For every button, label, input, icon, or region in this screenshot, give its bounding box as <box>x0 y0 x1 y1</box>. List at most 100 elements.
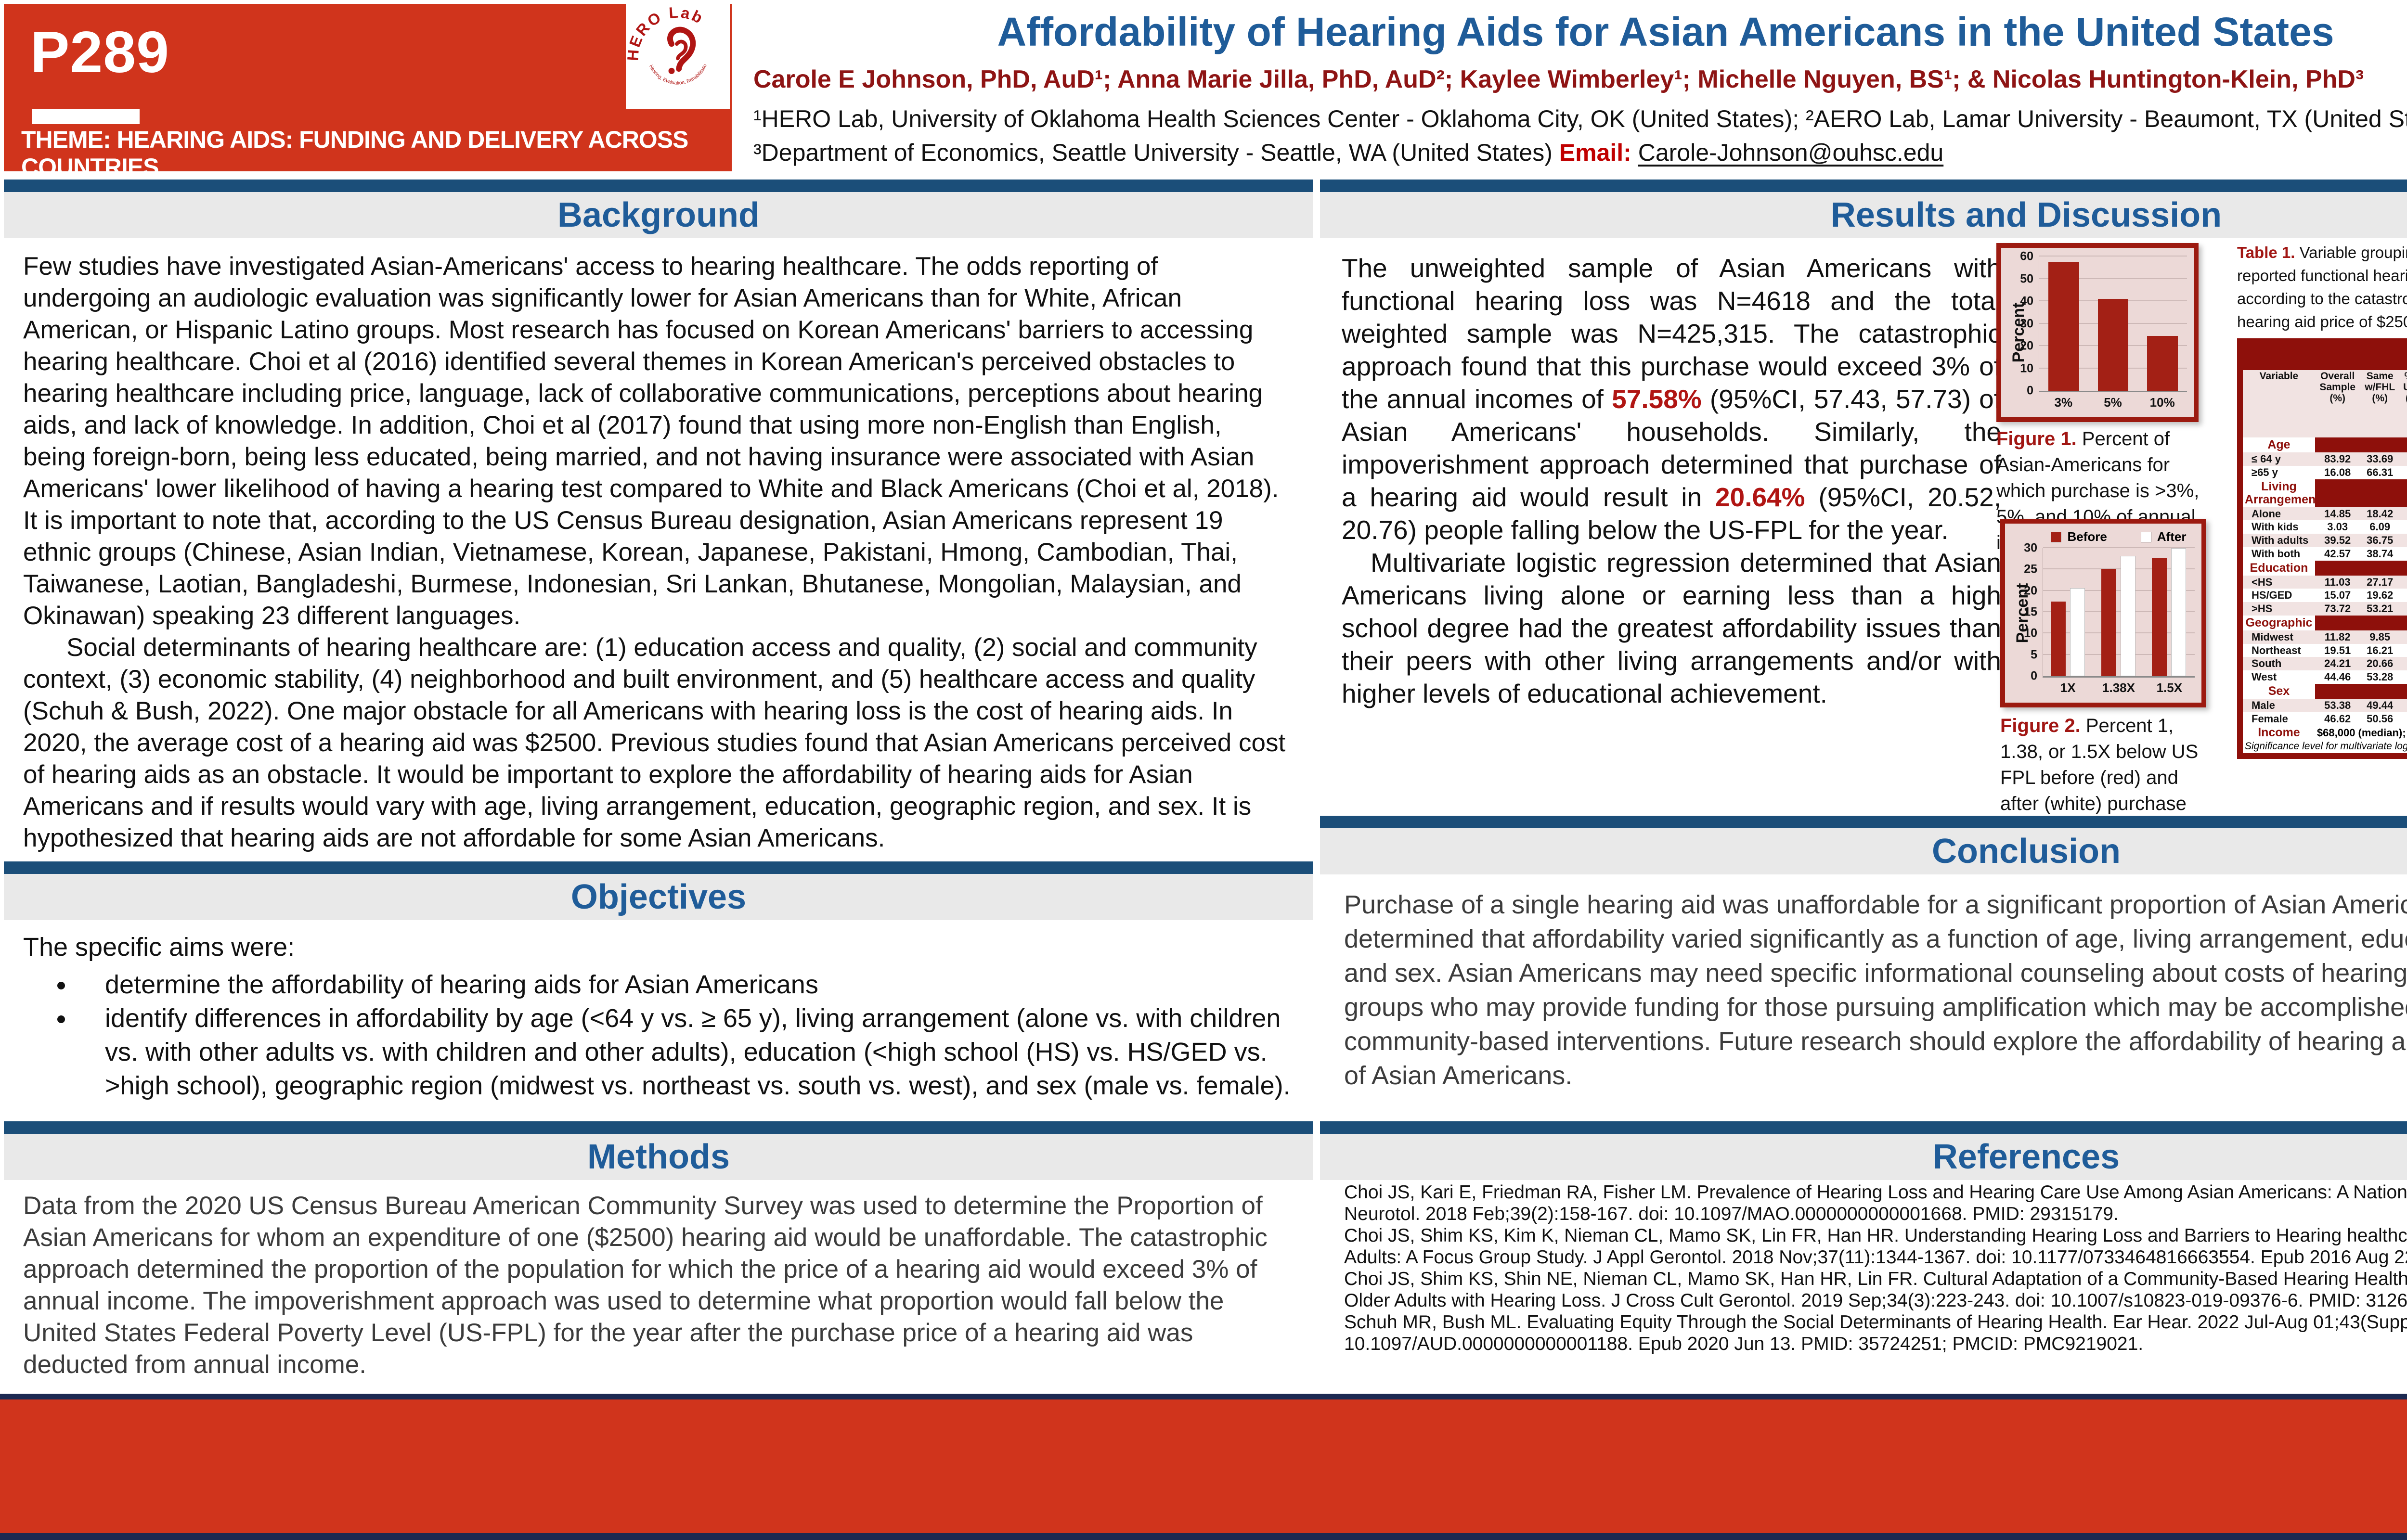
table-cell: 68.73 <box>2400 520 2407 534</box>
objectives-list: determine the affordability of hearing a… <box>23 968 1294 1103</box>
background-paragraph-1: Few studies have investigated Asian-Amer… <box>23 252 1279 630</box>
table-variable: >HS <box>2240 602 2315 616</box>
table-section-row: Education <box>2240 560 2407 576</box>
figure-1-chart: Percent 0 10 20 30 40 50 60 3% 5% 10% <box>1996 243 2199 422</box>
table-cell: 39.52 <box>2315 534 2360 547</box>
bar-1.38X-after <box>2120 555 2136 676</box>
y-tick-label: 60 <box>2020 249 2033 263</box>
methods-text: Data from the 2020 US Census Bureau Amer… <box>23 1192 1268 1379</box>
chart-legend: Before After <box>2043 529 2195 544</box>
highlighted-value: 57.58% <box>1612 384 1702 414</box>
affordability-table: CatastrophicImpoverishmentVariableOveral… <box>2237 338 2407 759</box>
left-column: Background Few studies have investigated… <box>4 180 1313 1394</box>
table-variable: With both <box>2252 547 2301 560</box>
gridline <box>2043 611 2195 612</box>
table-1-caption: Table 1. Variable grouping, overall perc… <box>2237 241 2407 334</box>
y-tick-label: 40 <box>2020 294 2033 308</box>
bar-5% <box>2097 299 2129 391</box>
y-tick-label: 20 <box>2024 584 2037 598</box>
table-cell: 53.28 <box>2367 671 2394 683</box>
y-tick-label: 10 <box>2024 626 2037 640</box>
table-group-header-row: CatastrophicImpoverishment <box>2240 341 2407 371</box>
table-cell: 66.31 <box>2367 466 2394 478</box>
legend-label: Before <box>2067 529 2107 544</box>
table-section-label: Living Arrangement <box>2240 479 2315 507</box>
table-cell: 55.77 <box>2400 670 2407 684</box>
divider-bar <box>4 861 1313 874</box>
table-cell: 57.04 <box>2399 657 2407 671</box>
plot-area: 0 5 10 15 20 25 30 <box>2024 541 2195 683</box>
table-cell: 66.40 <box>2399 630 2407 644</box>
figure-1-y-axis-label: Percent <box>2009 302 2028 363</box>
section-band-background: Background <box>4 180 1313 238</box>
legend-swatch <box>2051 531 2062 542</box>
svg-text:HERO Lab: HERO Lab <box>626 3 707 61</box>
divider-bar <box>4 180 1313 192</box>
table-variable: Northeast <box>2252 644 2301 656</box>
table-variable: West <box>2252 671 2277 683</box>
gridline <box>2043 547 2195 548</box>
table-1-caption-text: Variable grouping, overall percent and t… <box>2237 244 2407 331</box>
y-tick-label: 30 <box>2020 317 2033 330</box>
divider-bar <box>1320 816 2407 828</box>
table-cell: 63.10 <box>2399 602 2407 616</box>
table-cell: 65.34 <box>2399 575 2407 589</box>
hero-lab-ear-icon: HERO Lab Hearing, Evaluation, Rehabilita… <box>624 0 708 86</box>
figure-2-caption-text: Percent 1, 1.38, or 1.5X below US FPL be… <box>2000 715 2199 814</box>
table-section-label: Age <box>2240 437 2315 453</box>
objective-item: identify differences in affordability by… <box>76 1001 1294 1103</box>
table-variable: ≤ 64 y <box>2240 452 2315 466</box>
bar-1.5X-after <box>2171 548 2187 676</box>
table-footnote-row: Significance level for multivariate logi… <box>2240 740 2407 756</box>
divider-bar <box>1320 180 2407 192</box>
table-cell: 18.42 <box>2360 507 2400 521</box>
theme-box: P289 THEME: HEARING AIDS: FUNDING AND DE… <box>4 4 732 180</box>
table-cell: 59.33 <box>2400 466 2407 479</box>
table-cell: 58.99 <box>2399 698 2407 712</box>
gridline <box>2043 568 2195 570</box>
table-footnote: Significance level for multivariate logi… <box>2240 740 2407 756</box>
email-link[interactable]: Carole-Johnson@ouhsc.edu <box>1638 139 1944 166</box>
table-cell: $68,000 (median); IQR: $25,980; $132,400 <box>2316 727 2407 739</box>
table-section-label: Education <box>2240 560 2315 576</box>
table-section-row: Age <box>2240 437 2407 453</box>
table-cell: 46.62 <box>2324 712 2351 725</box>
x-tick-label: 1.38X <box>2102 680 2135 695</box>
table-cell: 3.03 <box>2327 521 2348 533</box>
text-segment: (95%CI, 57.43, 57.73) of Asian Americans… <box>1342 384 2001 512</box>
table-cell: 73.72 <box>2315 602 2360 616</box>
y-tick-label: 25 <box>2024 562 2037 576</box>
legend-item-Before: Before <box>2051 529 2107 544</box>
table-cell: 14.85 <box>2315 507 2360 521</box>
y-tick-label: 30 <box>2024 541 2037 555</box>
table-cell: 38.74 <box>2367 547 2394 560</box>
table-cell: 42.57 <box>2324 547 2351 560</box>
table-group-header: Catastrophic <box>2399 341 2407 371</box>
table-cell: 54.13 <box>2399 452 2407 466</box>
poster-title: Affordability of Hearing Aids for Asian … <box>997 9 2334 54</box>
highlighted-value: 20.64% <box>1715 482 1805 512</box>
legend-label: After <box>2157 529 2187 544</box>
x-tick-label: 1X <box>2060 680 2076 695</box>
section-band-results: Results and Discussion <box>1320 180 2407 238</box>
bar-1.5X-before <box>2151 557 2167 676</box>
table-cell: 61.80 <box>2400 589 2407 602</box>
gridline <box>2043 590 2195 591</box>
table-column-header: Variable <box>2240 370 2315 438</box>
references-list: Choi JS, Kari E, Friedman RA, Fisher LM.… <box>1344 1181 2407 1355</box>
table-cell: 9.85 <box>2360 630 2400 644</box>
objective-item: determine the affordability of hearing a… <box>76 968 1294 1001</box>
x-tick-label: 5% <box>2104 395 2122 410</box>
affiliations: ¹HERO Lab, University of Oklahoma Health… <box>753 102 2407 169</box>
text-segment: Multivariate logistic regression determi… <box>1342 548 2001 708</box>
results-text: The unweighted sample of Asian Americans… <box>1342 252 2001 710</box>
table-section-band <box>2315 615 2407 630</box>
